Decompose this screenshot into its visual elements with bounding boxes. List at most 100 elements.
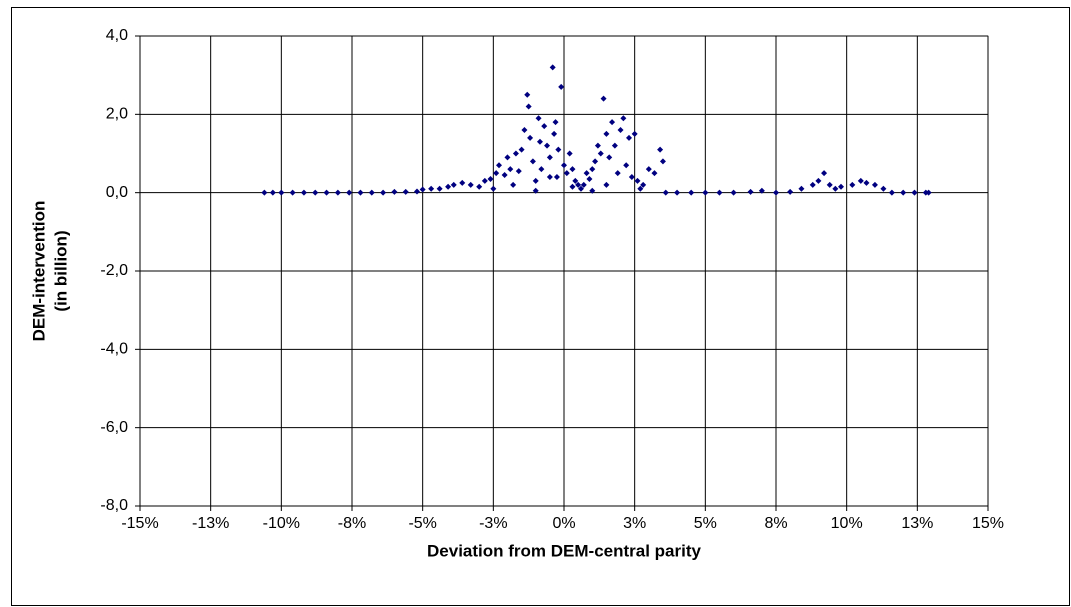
point: [561, 162, 567, 169]
y-tick-label: -8,0: [100, 497, 128, 514]
point: [518, 146, 525, 153]
point: [391, 188, 398, 195]
x-tick-label: -15%: [121, 515, 158, 532]
point: [583, 170, 590, 177]
point: [787, 188, 794, 195]
point: [662, 189, 669, 196]
x-tick-label: -5%: [408, 515, 436, 532]
point: [614, 170, 621, 177]
point: [368, 189, 375, 196]
point: [551, 130, 558, 137]
point: [600, 95, 607, 102]
point: [586, 175, 593, 182]
point: [538, 166, 545, 173]
point: [688, 189, 695, 196]
point: [428, 185, 435, 192]
point: [620, 115, 627, 122]
point: [289, 189, 296, 196]
point: [730, 189, 737, 196]
point: [809, 181, 816, 188]
point: [566, 150, 573, 157]
point: [357, 189, 364, 196]
point: [716, 189, 723, 196]
point: [631, 130, 638, 137]
x-tick-label: 3%: [623, 515, 646, 532]
point: [826, 181, 833, 188]
point: [544, 142, 551, 149]
point: [312, 189, 319, 196]
point: [589, 187, 596, 194]
x-tick-label: -3%: [479, 515, 507, 532]
y-tick-label: -4,0: [100, 341, 128, 358]
point: [512, 150, 519, 157]
x-tick-label: 13%: [901, 515, 933, 532]
point: [863, 179, 870, 186]
point: [536, 138, 543, 145]
point: [380, 189, 387, 196]
point: [657, 146, 664, 153]
point: [510, 181, 517, 188]
point: [592, 158, 599, 165]
point: [487, 175, 494, 182]
point: [911, 189, 918, 196]
point: [569, 166, 576, 173]
point: [436, 185, 443, 192]
point: [402, 188, 409, 195]
point: [637, 185, 644, 192]
y-tick-label: 4,0: [106, 27, 128, 44]
point: [555, 146, 562, 153]
x-tick-label: -10%: [263, 515, 300, 532]
x-axis-title: Deviation from DEM-central parity: [427, 541, 701, 560]
y-tick-label: -2,0: [100, 262, 128, 279]
x-tick-label: -13%: [192, 515, 229, 532]
point: [563, 170, 570, 177]
point: [623, 162, 630, 169]
point: [445, 183, 452, 190]
y-tick-label: -6,0: [100, 419, 128, 436]
x-tick-label: -8%: [338, 515, 366, 532]
point: [702, 189, 709, 196]
point: [541, 123, 548, 130]
point: [606, 154, 613, 161]
point: [504, 154, 511, 161]
point: [527, 134, 534, 141]
point: [476, 183, 483, 190]
point: [490, 185, 497, 192]
point: [603, 130, 610, 137]
point: [419, 186, 426, 193]
point: [640, 181, 647, 188]
point: [645, 166, 652, 173]
point: [617, 127, 624, 133]
point: [300, 189, 307, 196]
point: [815, 177, 822, 184]
point: [597, 150, 604, 157]
point: [871, 181, 878, 188]
point: [535, 115, 542, 122]
point: [900, 189, 907, 196]
point: [611, 142, 618, 149]
point: [552, 119, 559, 126]
point: [594, 142, 601, 149]
y-tick-label: 0,0: [106, 184, 128, 201]
point: [925, 189, 932, 196]
point: [549, 64, 556, 71]
point: [634, 177, 641, 184]
point: [857, 177, 864, 184]
point: [569, 183, 576, 190]
point: [278, 189, 285, 196]
point: [674, 189, 681, 196]
point: [269, 189, 276, 196]
point: [651, 170, 658, 177]
point: [758, 187, 765, 194]
point: [334, 189, 341, 196]
point: [628, 174, 635, 180]
x-tick-label: 10%: [831, 515, 863, 532]
point: [832, 185, 839, 192]
point: [525, 103, 532, 110]
point: [515, 168, 522, 175]
point: [493, 170, 500, 177]
point: [459, 179, 466, 186]
x-tick-label: 5%: [694, 515, 717, 532]
point: [501, 172, 508, 179]
